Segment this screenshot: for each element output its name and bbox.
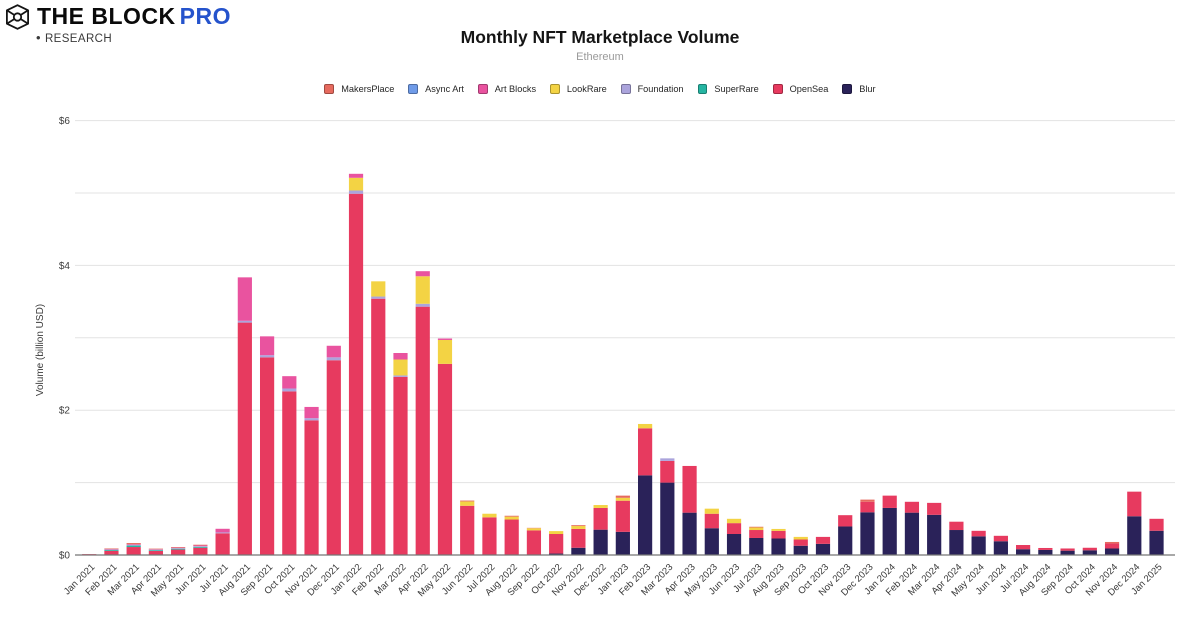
svg-text:Volume (billion USD): Volume (billion USD) [35,304,46,396]
svg-text:$2: $2 [59,406,71,417]
svg-text:$6: $6 [59,116,71,127]
svg-text:$0: $0 [59,551,71,562]
svg-text:$4: $4 [59,261,71,272]
